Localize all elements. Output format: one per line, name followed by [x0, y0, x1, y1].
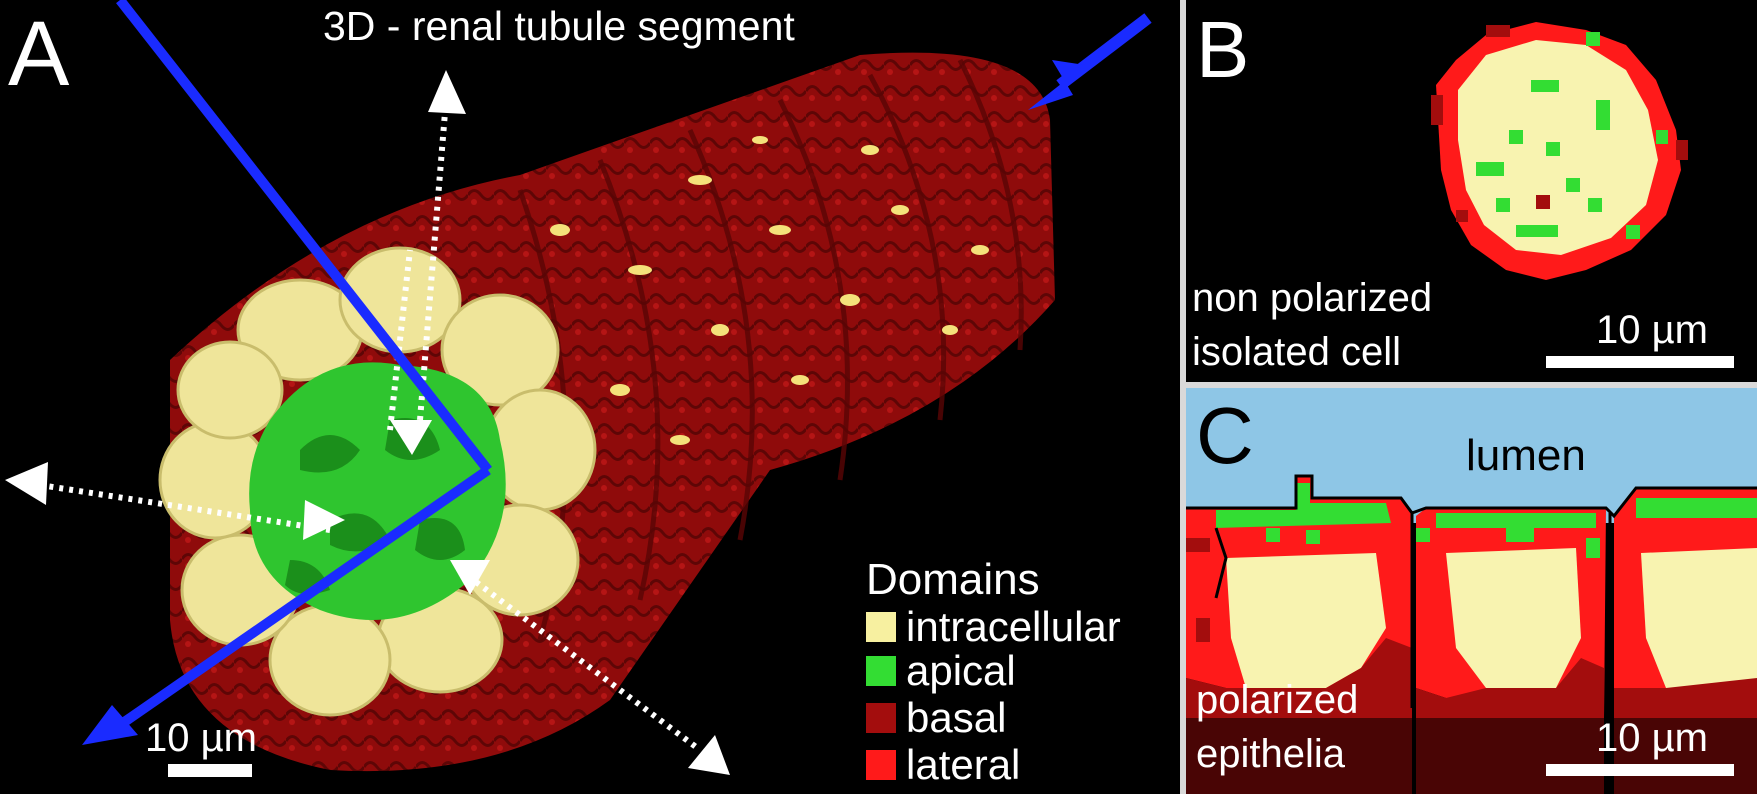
epithelia-pixel-map — [1186, 388, 1757, 794]
legend-item-basal: basal — [866, 694, 1007, 741]
divider-vertical — [1180, 0, 1186, 794]
cell-boundaries — [1186, 474, 1757, 718]
legend-label: lateral — [906, 741, 1021, 788]
legend-title: Domains — [866, 555, 1040, 604]
legend-label: basal — [906, 694, 1007, 741]
axis-arrowhead-bottom — [82, 705, 138, 745]
panel-a-label: A — [8, 3, 70, 105]
legend-label: intracellular — [906, 603, 1121, 650]
legend-item-lateral: lateral — [866, 741, 1021, 788]
legend-swatch — [866, 703, 896, 733]
panel-c-caption-line1: polarized — [1196, 678, 1359, 722]
panel-b: B non polarized isolated cell 10 µm — [1186, 0, 1757, 382]
apical-regions — [1216, 483, 1757, 558]
panel-a-title: 3D - renal tubule segment — [323, 3, 795, 49]
axis-arrowhead-top — [1028, 60, 1085, 110]
axis-arrow-top — [1056, 13, 1152, 90]
intracellular-flecks — [550, 136, 989, 445]
legend-swatch — [866, 750, 896, 780]
panel-c-scale-label: 10 µm — [1596, 716, 1708, 760]
intracellular-regions — [1226, 548, 1757, 688]
panel-b-label: B — [1196, 5, 1250, 94]
legend-label: apical — [906, 647, 1016, 694]
panel-b-scale-bar — [1546, 356, 1734, 368]
panel-b-scale-label: 10 µm — [1596, 308, 1708, 352]
legend-swatch — [866, 656, 896, 686]
apical-pixels — [1476, 32, 1668, 239]
direction-arrows — [39, 99, 702, 753]
panel-c-label: C — [1196, 391, 1254, 480]
cross-section-cells — [158, 246, 597, 717]
panel-c-scale-bar — [1546, 764, 1734, 776]
panel-b-caption-line1: non polarized — [1192, 276, 1433, 320]
panel-c: C lumen polarized epithelia 10 µm — [1186, 388, 1757, 794]
panel-b-caption-line2: isolated cell — [1192, 330, 1402, 374]
isolated-cell-pixel-map — [1431, 22, 1688, 280]
bottom-shadow — [1186, 718, 1757, 794]
lumen-label: lumen — [1466, 431, 1586, 480]
axis-arrow-bottom — [117, 465, 491, 730]
panel-a-scale-bar — [168, 764, 252, 777]
basal-pixels — [1431, 25, 1688, 222]
legend-item-apical: apical — [866, 647, 1016, 694]
tubule-3d-render — [5, 0, 1152, 775]
panel-a: A 3D - renal tubule segment 10 µm Domain… — [5, 0, 1152, 788]
panel-a-scale-label: 10 µm — [145, 716, 257, 760]
panel-c-caption-line2: epithelia — [1196, 732, 1346, 776]
legend-item-intracellular: intracellular — [866, 603, 1121, 650]
arrowheads-white — [5, 70, 730, 775]
divider-horizontal — [1186, 382, 1757, 388]
legend-swatch — [866, 612, 896, 642]
